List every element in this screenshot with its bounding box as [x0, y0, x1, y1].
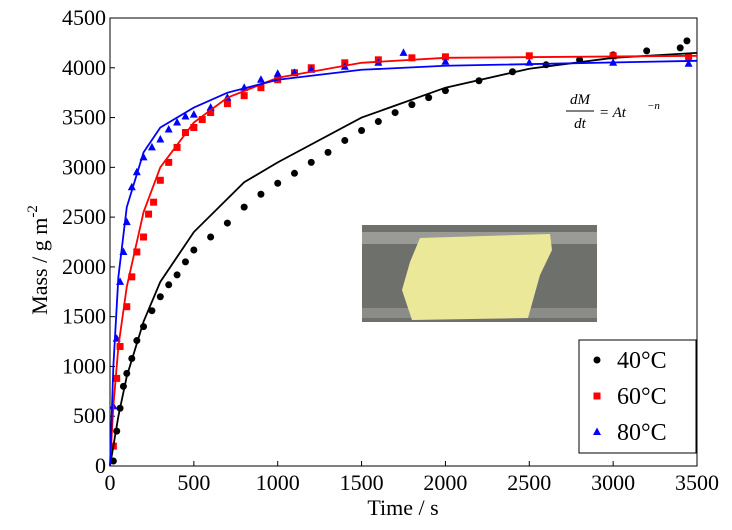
point — [676, 44, 684, 52]
point — [207, 233, 215, 241]
eq-denominator: dt — [574, 116, 587, 132]
point — [156, 293, 164, 301]
y-tick-label: 1000 — [62, 353, 106, 378]
point — [123, 303, 131, 311]
point — [593, 356, 601, 364]
point — [164, 125, 173, 133]
legend-label: 60°C — [617, 384, 667, 410]
plot-frame — [109, 17, 698, 467]
equation: dM dt = At −n — [566, 92, 660, 132]
point — [307, 158, 315, 166]
point — [257, 84, 265, 92]
point — [525, 52, 533, 60]
point — [198, 116, 206, 124]
y-label-main: Mass / g m — [27, 218, 52, 315]
fit-line — [109, 54, 698, 467]
point — [257, 190, 265, 198]
x-tick-label: 500 — [177, 470, 210, 495]
point — [133, 248, 141, 256]
x-tick-label: 3500 — [675, 470, 719, 495]
y-tick-label: 500 — [73, 403, 106, 428]
point — [150, 198, 158, 206]
point — [324, 148, 332, 156]
point — [358, 126, 366, 134]
point — [140, 233, 148, 241]
point — [643, 47, 651, 55]
point — [190, 246, 198, 254]
point — [240, 203, 248, 211]
y-tick-label: 4000 — [62, 55, 106, 80]
point — [223, 100, 231, 108]
eq-numerator: dM — [570, 92, 592, 108]
legend-label: 40°C — [617, 348, 667, 374]
point — [173, 271, 181, 279]
point — [181, 112, 190, 120]
y-tick-label: 4500 — [62, 5, 106, 30]
y-tick-label: 2500 — [62, 204, 106, 229]
point — [684, 59, 693, 67]
point — [274, 179, 282, 187]
point — [145, 210, 153, 218]
point — [441, 57, 450, 65]
y-axis-label-group: Mass / g m-2 — [25, 205, 52, 315]
x-axis-label: Time / s — [367, 495, 438, 520]
y-tick-label: 3000 — [62, 154, 106, 179]
fit-line — [109, 51, 698, 467]
y-tick-label: 1500 — [62, 304, 106, 329]
x-tick-label: 1000 — [256, 470, 300, 495]
point — [256, 75, 265, 83]
point — [374, 118, 382, 126]
point — [683, 37, 691, 45]
point — [685, 53, 693, 61]
point — [173, 143, 181, 151]
point — [190, 124, 198, 132]
point — [147, 142, 156, 151]
point — [156, 176, 164, 184]
point — [408, 54, 416, 62]
point — [223, 219, 231, 227]
point — [425, 94, 433, 102]
y-axis-label: Mass / g m-2 — [25, 205, 52, 315]
point — [116, 343, 124, 351]
point — [207, 109, 215, 117]
y-tick-label: 2000 — [62, 254, 106, 279]
point — [240, 92, 248, 100]
x-tick-label: 2500 — [507, 470, 551, 495]
x-tick-label: 0 — [105, 470, 116, 495]
point — [593, 427, 601, 435]
eq-rhs: = At — [599, 105, 627, 121]
point — [593, 392, 601, 400]
fit-line — [109, 59, 698, 467]
point — [165, 158, 173, 166]
point — [290, 169, 298, 177]
y-label-sup: -2 — [25, 205, 41, 218]
point — [181, 258, 189, 266]
legend-label: 80°C — [617, 420, 667, 446]
point — [173, 118, 182, 126]
point — [408, 101, 416, 109]
point — [128, 273, 136, 281]
y-tick-label: 3500 — [62, 105, 106, 130]
point — [441, 53, 449, 61]
point — [189, 110, 198, 118]
y-tick-label: 0 — [95, 453, 106, 478]
point — [273, 69, 282, 77]
point — [341, 136, 349, 144]
inset-photo — [362, 225, 597, 322]
point — [148, 307, 156, 315]
point — [113, 374, 121, 382]
x-tick-label: 1500 — [340, 470, 384, 495]
point — [165, 281, 173, 289]
x-tick-label: 3000 — [591, 470, 635, 495]
x-tick-label: 2000 — [423, 470, 467, 495]
eq-exponent: −n — [647, 100, 660, 112]
point — [391, 109, 399, 117]
point — [127, 182, 136, 191]
point — [399, 48, 408, 56]
point — [156, 134, 165, 143]
